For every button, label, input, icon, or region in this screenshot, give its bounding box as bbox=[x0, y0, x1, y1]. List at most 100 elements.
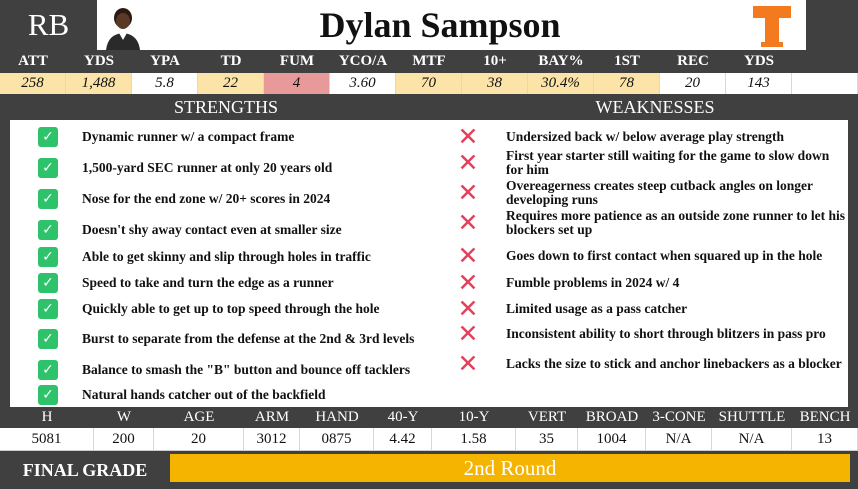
stat-value-yco: 3.60 bbox=[330, 73, 396, 94]
meas-header-40y: 40-Y bbox=[387, 409, 419, 425]
weakness-text: Limited usage as a pass catcher bbox=[506, 301, 688, 316]
stat-header-td: TD bbox=[220, 53, 242, 69]
stat-header-mtf: MTF bbox=[412, 53, 446, 69]
check-icon: ✓ bbox=[38, 220, 58, 240]
weakness-item: ✕ Goes down to first contact when square… bbox=[452, 243, 848, 269]
meas-value-40y: 4.42 bbox=[374, 428, 432, 450]
cross-icon: ✕ bbox=[457, 148, 479, 177]
meas-value-h: 5081 bbox=[0, 428, 94, 450]
strength-text: Natural hands catcher out of the backfie… bbox=[82, 387, 326, 402]
strength-text: Burst to separate from the defense at th… bbox=[82, 331, 415, 346]
meas-header-w: W bbox=[116, 409, 132, 425]
meas-value-bench: 13 bbox=[792, 428, 858, 450]
stat-header-att: ATT bbox=[18, 53, 48, 69]
stats-header-row: ATT YDS YPA TD FUM YCO/A MTF 10+ BAY% 1S… bbox=[0, 50, 858, 73]
strength-item: ✓ 1,500-yard SEC runner at only 20 years… bbox=[10, 155, 452, 181]
weakness-item: ✕ First year starter still waiting for t… bbox=[452, 148, 848, 177]
weakness-text: Goes down to first contact when squared … bbox=[506, 248, 823, 263]
strength-text: Speed to take and turn the edge as a run… bbox=[82, 275, 334, 290]
weaknesses-list: ✕ Undersized back w/ below average play … bbox=[452, 120, 858, 407]
header-right-bar bbox=[806, 0, 858, 50]
stat-header-bay: BAY% bbox=[538, 53, 584, 69]
weakness-text: Fumble problems in 2024 w/ 4 bbox=[506, 275, 680, 290]
strength-item: ✓ Able to get skinny and slip through ho… bbox=[10, 244, 452, 270]
cross-icon: ✕ bbox=[457, 122, 479, 151]
header: RB Dylan Sampson bbox=[0, 0, 858, 50]
check-icon: ✓ bbox=[38, 299, 58, 319]
strength-text: Quickly able to get up to top speed thro… bbox=[82, 301, 380, 316]
tennessee-logo-icon bbox=[753, 6, 791, 47]
player-name: Dylan Sampson bbox=[319, 5, 561, 45]
cross-icon: ✕ bbox=[457, 241, 479, 270]
weakness-text: Requires more patience as an outside zon… bbox=[506, 208, 845, 237]
final-grade-value: 2nd Round bbox=[170, 454, 850, 482]
stat-header-fum: FUM bbox=[279, 53, 315, 69]
meas-header-10y: 10-Y bbox=[458, 409, 490, 425]
meas-value-age: 20 bbox=[154, 428, 244, 450]
weakness-item: ✕ Undersized back w/ below average play … bbox=[452, 124, 848, 150]
stat-value-spacer bbox=[792, 73, 858, 94]
stat-value-att: 258 bbox=[0, 73, 66, 94]
weakness-item: ✕ Fumble problems in 2024 w/ 4 bbox=[452, 270, 848, 296]
cross-icon: ✕ bbox=[457, 319, 479, 348]
stat-value-yds: 1,488 bbox=[66, 73, 132, 94]
stat-value-fum: 4 bbox=[264, 73, 330, 94]
check-icon: ✓ bbox=[38, 273, 58, 293]
strengths-list: ✓ Dynamic runner w/ a compact frame ✓ 1,… bbox=[0, 120, 452, 407]
position-label: RB bbox=[0, 0, 97, 50]
strength-text: Doesn't shy away contact even at smaller… bbox=[82, 222, 342, 237]
stat-header-rec: REC bbox=[677, 53, 709, 69]
check-icon: ✓ bbox=[38, 247, 58, 267]
player-headshot-image bbox=[102, 4, 144, 50]
strength-item: ✓ Dynamic runner w/ a compact frame bbox=[10, 124, 452, 150]
meas-header-vert: VERT bbox=[527, 409, 567, 425]
cross-icon: ✕ bbox=[457, 268, 479, 297]
stats-value-row: 258 1,488 5.8 22 4 3.60 70 38 30.4% 78 2… bbox=[0, 73, 858, 94]
stats-table: ATT YDS YPA TD FUM YCO/A MTF 10+ BAY% 1S… bbox=[0, 50, 858, 94]
strength-item: ✓ Nose for the end zone w/ 20+ scores in… bbox=[10, 186, 452, 212]
check-icon: ✓ bbox=[38, 127, 58, 147]
stat-header-rec-yds: YDS bbox=[743, 53, 774, 69]
strength-text: Balance to smash the "B" button and boun… bbox=[82, 362, 411, 377]
meas-value-vert: 35 bbox=[516, 428, 578, 450]
meas-value-broad: 1004 bbox=[578, 428, 646, 450]
strength-item: ✓ Doesn't shy away contact even at small… bbox=[10, 217, 452, 243]
stat-value-10plus: 38 bbox=[462, 73, 528, 94]
weakness-text: Lacks the size to stick and anchor lineb… bbox=[506, 356, 842, 371]
meas-header-h: H bbox=[41, 409, 53, 425]
stat-header-yco: YCO/A bbox=[338, 53, 388, 69]
final-grade-bar: FINAL GRADE 2nd Round bbox=[0, 451, 858, 489]
meas-header-arm: ARM bbox=[254, 409, 290, 425]
meas-header-broad: BROAD bbox=[585, 409, 639, 425]
measurements-value-row: 5081 200 20 3012 0875 4.42 1.58 35 1004 … bbox=[0, 428, 858, 451]
stat-value-1st: 78 bbox=[594, 73, 660, 94]
weakness-text: Overeagerness creates steep cutback angl… bbox=[506, 178, 813, 207]
stat-value-mtf: 70 bbox=[396, 73, 462, 94]
stat-header-yds: YDS bbox=[83, 53, 114, 69]
strength-item: ✓ Burst to separate from the defense at … bbox=[10, 326, 452, 352]
check-icon: ✓ bbox=[38, 189, 58, 209]
weakness-item: ✕ Lacks the size to stick and anchor lin… bbox=[452, 351, 848, 377]
stat-value-rec: 20 bbox=[660, 73, 726, 94]
stat-header-spacer bbox=[792, 50, 858, 73]
stat-header-10plus: 10+ bbox=[483, 53, 507, 69]
cross-icon: ✕ bbox=[457, 349, 479, 378]
check-icon: ✓ bbox=[38, 158, 58, 178]
stat-header-1st: 1ST bbox=[614, 53, 640, 69]
final-grade-label: FINAL GRADE bbox=[22, 459, 148, 480]
meas-header-bench: BENCH bbox=[799, 409, 851, 425]
weakness-text: Inconsistent ability to short through bl… bbox=[506, 326, 826, 341]
strength-text: Dynamic runner w/ a compact frame bbox=[82, 129, 295, 144]
meas-value-shuttle: N/A bbox=[712, 428, 792, 450]
meas-value-arm: 3012 bbox=[244, 428, 300, 450]
check-icon: ✓ bbox=[38, 385, 58, 405]
meas-value-3cone: N/A bbox=[646, 428, 712, 450]
cross-icon: ✕ bbox=[457, 178, 479, 207]
measurements-header-row: H W AGE ARM HAND 40-Y 10-Y VERT BROAD 3-… bbox=[0, 407, 858, 428]
strength-item: ✓ Balance to smash the "B" button and bo… bbox=[10, 357, 452, 383]
meas-value-w: 200 bbox=[94, 428, 154, 450]
weakness-text: First year starter still waiting for the… bbox=[506, 148, 830, 177]
meas-header-shuttle: SHUTTLE bbox=[718, 409, 786, 425]
weakness-item: ✕ Overeagerness creates steep cutback an… bbox=[452, 178, 848, 207]
